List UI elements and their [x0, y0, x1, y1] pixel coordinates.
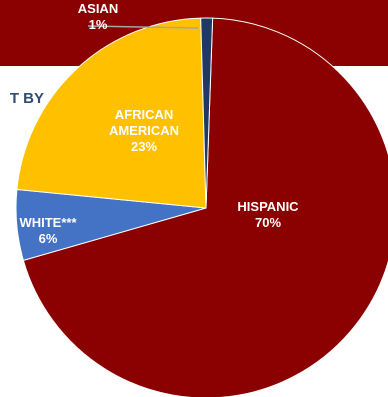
leader-line-asian [87, 25, 199, 29]
value-label-asian: 1% [89, 17, 108, 32]
partial-heading: T BY [9, 90, 44, 107]
category-label-african-american: AMERICAN [109, 123, 179, 138]
value-label-african-american: 23% [131, 139, 157, 154]
category-label-white: WHITE*** [19, 215, 77, 230]
category-label-african-american: AFRICAN [115, 107, 174, 122]
pie-slice-african-american [16, 17, 207, 209]
value-label-white: 6% [39, 231, 58, 246]
category-label-asian: ASIAN [78, 1, 118, 16]
pie-slice-asian [200, 17, 214, 209]
value-label-hispanic: 70% [255, 215, 281, 230]
category-label-hispanic: HISPANIC [237, 199, 299, 214]
pie-slice-hispanic [22, 17, 388, 397]
